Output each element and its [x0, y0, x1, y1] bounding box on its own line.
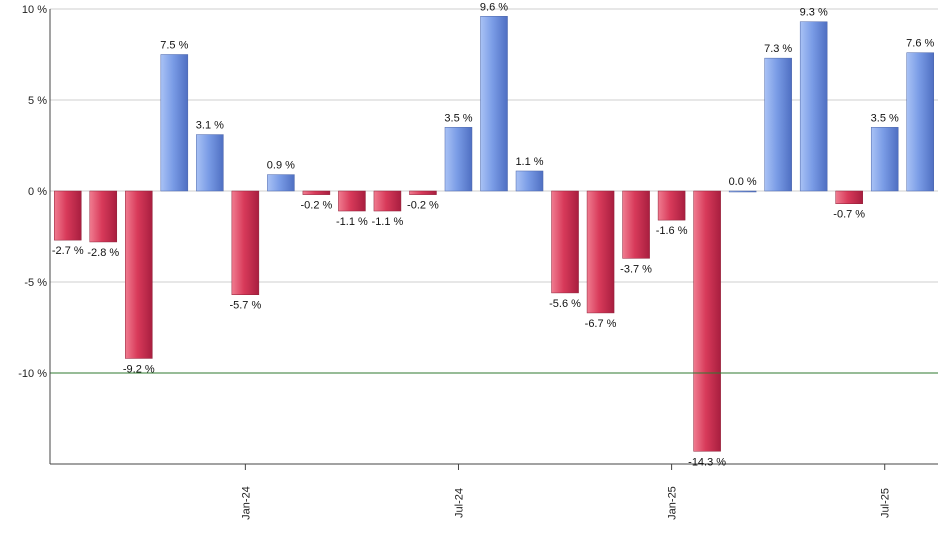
bar	[657, 190, 686, 221]
bar	[89, 190, 118, 243]
bar-value-label: -1.6 %	[656, 225, 688, 237]
bar-value-labels: -2.7 % -2.8 % -9.2 % 7.5 % 3.1 % -5.7 % 0.9 % -…	[52, 1, 935, 468]
bar	[870, 127, 899, 192]
bar-value-label: -3.7 %	[620, 263, 652, 275]
bar	[160, 54, 189, 192]
x-tick-label: Jul-25	[880, 488, 892, 518]
y-tick-label: -10 %	[18, 368, 47, 380]
bar-value-label: -0.2 %	[301, 200, 333, 212]
x-axis-ticks: Jan-24 Jul-24 Jan-25 Jul-25	[240, 464, 892, 520]
bar-value-label: 3.1 %	[196, 120, 224, 132]
bar-value-label: 0.0 %	[729, 176, 757, 188]
bar	[835, 190, 863, 204]
x-tick-label: Jan-25	[667, 486, 679, 520]
bar	[231, 190, 260, 295]
bar-value-label: -0.2 %	[407, 200, 439, 212]
bar	[480, 16, 508, 192]
bar	[267, 174, 295, 192]
bar-value-label: 7.3 %	[764, 43, 792, 55]
bar-value-label: -2.7 %	[52, 245, 84, 257]
bar	[515, 170, 544, 192]
bar-value-label: -0.7 %	[833, 209, 865, 221]
y-tick-label: 10 %	[22, 4, 47, 16]
x-tick-label: Jul-24	[453, 488, 465, 518]
axes	[49, 9, 938, 465]
bar	[54, 190, 82, 241]
bar-value-label: -6.7 %	[585, 318, 617, 330]
y-tick-label: 0 %	[28, 186, 47, 198]
bar-value-label: 7.6 %	[906, 38, 934, 50]
bar-value-label: -5.7 %	[229, 300, 261, 312]
bar-value-label: -1.1 %	[336, 216, 368, 228]
bar-value-label: 3.5 %	[871, 112, 899, 124]
bar	[693, 190, 721, 452]
bar-value-label: 9.3 %	[800, 7, 828, 19]
y-axis-tick-labels: 10 % 5 % 0 % -5 % -10 %	[18, 4, 47, 380]
bar-value-label: 0.9 %	[267, 160, 295, 172]
bar	[728, 190, 757, 193]
bar	[799, 21, 828, 192]
x-tick-label: Jan-24	[240, 486, 252, 520]
bar-value-label: -2.8 %	[87, 247, 119, 259]
bar-value-label: 1.1 %	[515, 156, 543, 168]
y-tick-label: -5 %	[24, 277, 47, 289]
bar	[302, 190, 331, 195]
bar-value-label: -9.2 %	[123, 363, 155, 375]
bar-value-label: 3.5 %	[444, 112, 472, 124]
bar-value-label: -14.3 %	[688, 456, 726, 468]
bar-value-label: -5.6 %	[549, 298, 581, 310]
bar	[196, 134, 224, 192]
bar-value-label: 9.6 %	[480, 1, 508, 13]
bar	[409, 190, 437, 195]
bar	[586, 190, 615, 314]
bar	[764, 57, 792, 192]
bar	[906, 52, 934, 192]
bar-value-label: -1.1 %	[372, 216, 404, 228]
bar-value-label: 7.5 %	[160, 40, 188, 52]
bar	[551, 190, 579, 294]
bars	[54, 16, 934, 452]
bar	[125, 190, 153, 359]
bar	[622, 190, 650, 259]
bar	[338, 190, 366, 212]
bar	[373, 190, 402, 212]
bar	[444, 127, 473, 192]
y-tick-label: 5 %	[28, 95, 47, 107]
